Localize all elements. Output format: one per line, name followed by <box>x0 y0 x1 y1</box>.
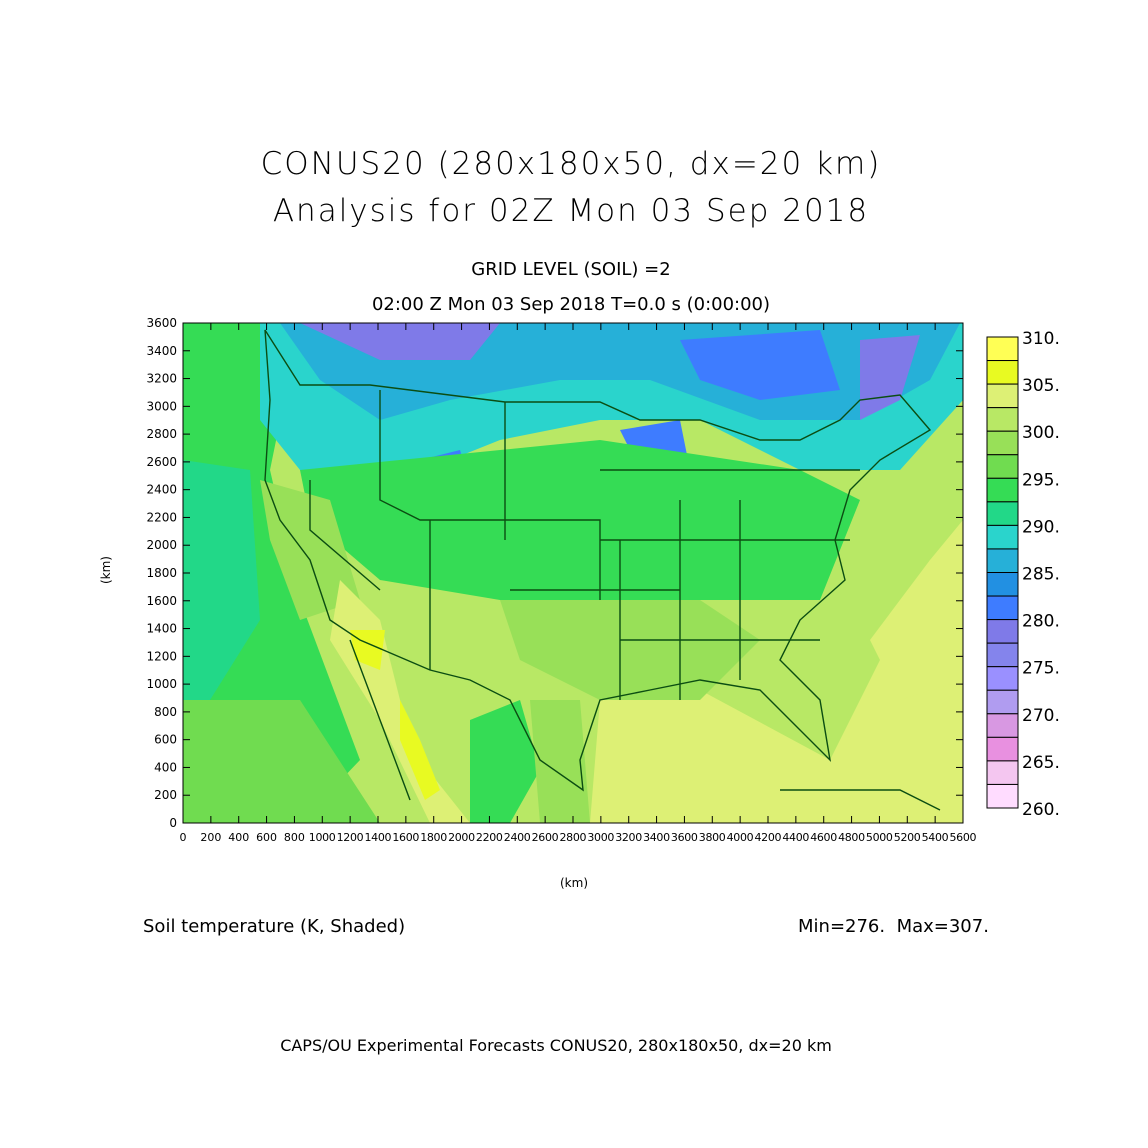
y-tick-label: 2200 <box>146 510 177 524</box>
x-tick-label: 5200 <box>894 831 921 844</box>
max-value: Max=307. <box>896 916 989 937</box>
colorbar-swatch <box>986 548 1019 574</box>
x-tick-label: 2400 <box>504 831 531 844</box>
y-tick-label: 1400 <box>146 622 177 636</box>
colorbar-label: 310. <box>1022 329 1060 349</box>
x-tick-label: 1600 <box>392 831 419 844</box>
colorbar-swatch <box>986 360 1019 385</box>
y-axis-labels: 0 200 400 600 800 1000 1200 1400 1600 1800 2000 220… <box>146 316 177 830</box>
field-description: Soil temperature (K, Shaded) <box>143 916 406 937</box>
colorbar-swatch <box>986 383 1019 409</box>
y-tick-label: 1600 <box>146 594 177 608</box>
x-tick-label: 0 <box>180 831 187 844</box>
y-axis-title: (km) <box>99 555 114 585</box>
colorbar-label: 270. <box>1022 706 1060 726</box>
y-tick-label: 2000 <box>146 538 177 552</box>
colorbar: 310. 305. 300. 295. 290. 285. 280. 275. 270. 265.… <box>986 329 1060 820</box>
colorbar-label: 295. <box>1022 470 1060 490</box>
colorbar-swatch <box>986 524 1019 550</box>
colorbar-swatch <box>986 619 1019 644</box>
title-line-1: CONUS20 (280x180x50, dx=20 km) <box>260 146 882 182</box>
footer-credit: CAPS/OU Experimental Forecasts CONUS20, … <box>280 1036 832 1055</box>
colorbar-label: 300. <box>1022 423 1060 443</box>
x-tick-label: 2600 <box>532 831 559 844</box>
x-tick-label: 3000 <box>587 831 614 844</box>
y-tick-label: 0 <box>169 816 177 830</box>
x-tick-label: 4800 <box>838 831 865 844</box>
x-tick-label: 1400 <box>365 831 392 844</box>
y-tick-label: 2600 <box>146 455 177 469</box>
colorbar-swatch <box>986 783 1019 809</box>
min-value: Min=276. <box>798 916 886 937</box>
y-tick-label: 3400 <box>146 344 177 358</box>
x-tick-label: 3400 <box>643 831 670 844</box>
colorbar-swatch <box>986 477 1019 503</box>
x-tick-label: 5600 <box>950 831 977 844</box>
colorbar-label: 285. <box>1022 565 1060 585</box>
title-line-2: Analysis for 02Z Mon 03 Sep 2018 <box>272 193 870 229</box>
x-tick-label: 1000 <box>309 831 336 844</box>
axis-ticks <box>182 322 964 824</box>
x-tick-label: 4200 <box>755 831 782 844</box>
boundary-lines <box>264 329 941 811</box>
x-axis-labels: 0 200 400 600 800 1000 1200 1400 1600 1800 2000 220… <box>180 831 977 844</box>
grid-level-label: GRID LEVEL (SOIL) =2 <box>471 259 671 280</box>
x-axis-title: (km) <box>560 876 589 890</box>
x-tick-label: 5400 <box>922 831 949 844</box>
colorbar-swatch <box>986 430 1019 456</box>
y-tick-label: 400 <box>154 760 177 774</box>
y-tick-label: 1800 <box>146 566 177 580</box>
colorbar-label: 305. <box>1022 376 1060 396</box>
x-tick-label: 2800 <box>560 831 587 844</box>
x-tick-label: 600 <box>256 831 277 844</box>
y-tick-label: 3200 <box>146 372 177 386</box>
colorbar-swatch <box>986 642 1019 668</box>
temperature-field <box>183 323 963 823</box>
x-tick-label: 4400 <box>782 831 809 844</box>
x-tick-label: 2200 <box>476 831 503 844</box>
y-tick-label: 3000 <box>146 399 177 413</box>
colorbar-label: 290. <box>1022 517 1060 537</box>
x-tick-label: 5000 <box>866 831 893 844</box>
y-tick-label: 2800 <box>146 427 177 441</box>
y-tick-label: 2400 <box>146 483 177 497</box>
colorbar-swatch <box>986 689 1019 715</box>
colorbar-swatch <box>986 572 1019 597</box>
x-tick-label: 3200 <box>615 831 642 844</box>
colorbar-swatch <box>986 760 1019 785</box>
x-tick-label: 800 <box>284 831 305 844</box>
x-tick-label: 400 <box>228 831 249 844</box>
x-tick-label: 1800 <box>420 831 447 844</box>
y-tick-label: 3600 <box>146 316 177 330</box>
colorbar-swatch <box>986 713 1019 738</box>
x-tick-label: 1200 <box>337 831 364 844</box>
x-tick-label: 3600 <box>671 831 698 844</box>
x-tick-label: 200 <box>200 831 221 844</box>
colorbar-swatch <box>986 736 1019 762</box>
colorbar-label: 275. <box>1022 659 1060 679</box>
x-tick-label: 4000 <box>727 831 754 844</box>
colorbar-label: 280. <box>1022 612 1060 632</box>
y-tick-label: 1000 <box>146 677 177 691</box>
colorbar-label: 265. <box>1022 753 1060 773</box>
colorbar-swatch <box>986 501 1019 526</box>
colorbar-swatch <box>986 666 1019 691</box>
colorbar-label: 260. <box>1022 800 1060 820</box>
colorbar-swatch <box>986 595 1019 621</box>
x-tick-label: 2000 <box>448 831 475 844</box>
colorbar-swatch <box>986 336 1019 362</box>
y-tick-label: 200 <box>154 788 177 802</box>
colorbar-swatch <box>986 454 1019 479</box>
y-tick-label: 1200 <box>146 649 177 663</box>
colorbar-swatch <box>986 407 1019 432</box>
time-label: 02:00 Z Mon 03 Sep 2018 T=0.0 s (0:00:00… <box>371 294 771 315</box>
y-tick-label: 600 <box>154 733 177 747</box>
x-tick-label: 3800 <box>699 831 726 844</box>
y-tick-label: 800 <box>154 705 177 719</box>
x-tick-label: 4600 <box>810 831 837 844</box>
min-max-label: Min=276. Max=307. <box>798 916 989 937</box>
